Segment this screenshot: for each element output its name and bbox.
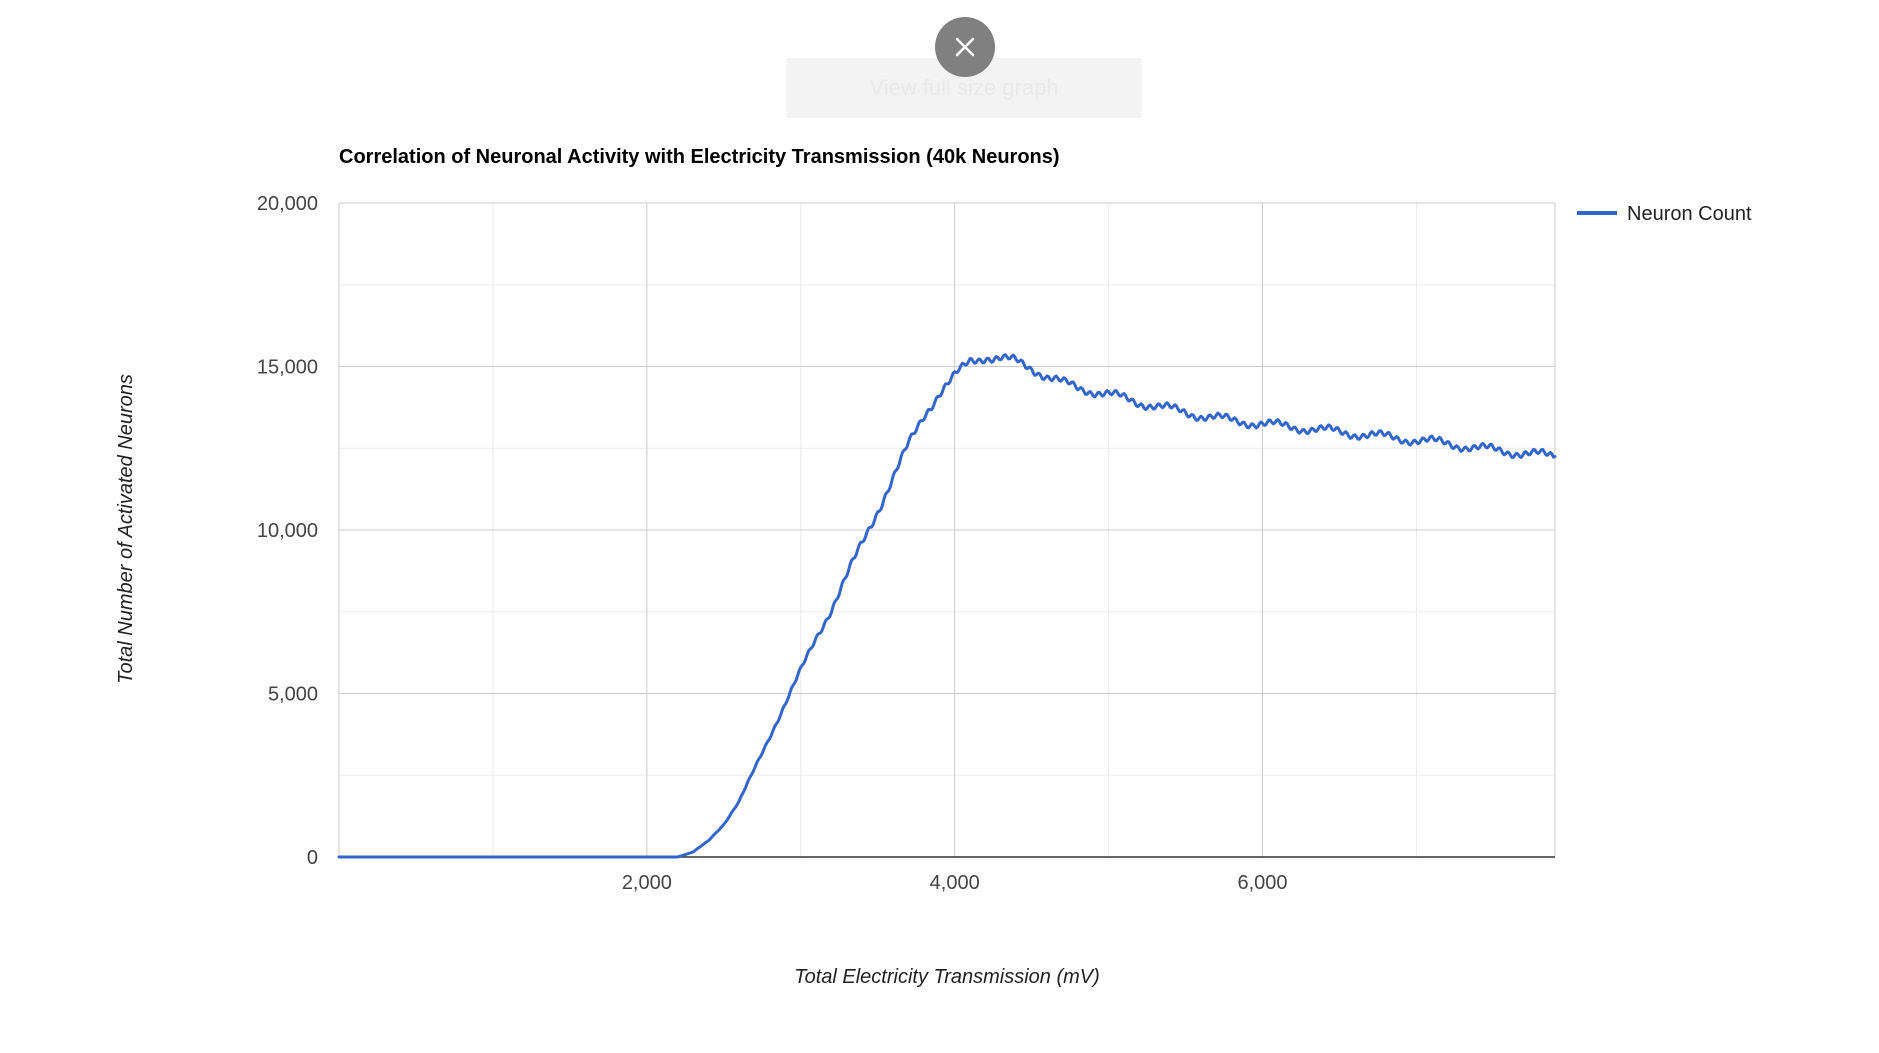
y-tick-label: 20,000: [257, 193, 318, 215]
x-axis-title: Total Electricity Transmission (mV): [794, 966, 1100, 988]
y-axis-tick-labels: 0 5,000 10,000 15,000 20,000: [257, 193, 318, 869]
series-line-neuron-count: [337, 353, 1557, 859]
y-tick-label: 0: [307, 847, 318, 869]
chart-title: Correlation of Neuronal Activity with El…: [339, 146, 1060, 168]
major-gridlines: [338, 202, 1556, 857]
x-tick-label: 6,000: [1238, 872, 1288, 894]
y-tick-label: 5,000: [268, 684, 318, 706]
close-button[interactable]: [935, 17, 995, 77]
y-tick-label: 15,000: [257, 357, 318, 379]
x-tick-label: 4,000: [930, 872, 980, 894]
x-axis-tick-labels: 2,000 4,000 6,000: [622, 872, 1288, 894]
legend[interactable]: Neuron Count: [1577, 203, 1752, 225]
y-axis-title: Total Number of Activated Neurons: [115, 374, 137, 684]
y-tick-label: 10,000: [257, 520, 318, 542]
x-tick-label: 2,000: [622, 872, 672, 894]
legend-label: Neuron Count: [1627, 203, 1752, 225]
close-icon: [954, 36, 976, 58]
view-full-size-label: View full size graph: [869, 75, 1059, 100]
